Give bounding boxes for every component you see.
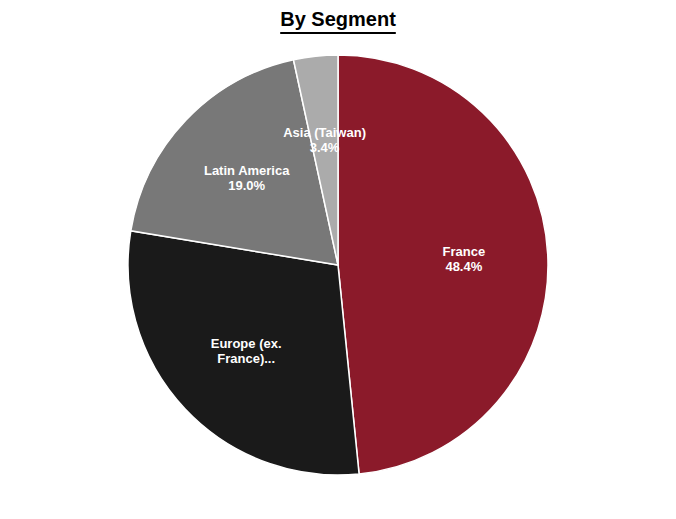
svg-text:France48.4%: France48.4% [443, 244, 486, 274]
svg-text:Asia (Taiwan)3.4%: Asia (Taiwan)3.4% [283, 125, 366, 155]
svg-text:Europe (ex.France)...: Europe (ex.France)... [211, 336, 282, 366]
svg-text:Latin America19.0%: Latin America19.0% [204, 163, 290, 193]
html-text:By Segment: By Segment [280, 8, 396, 30]
